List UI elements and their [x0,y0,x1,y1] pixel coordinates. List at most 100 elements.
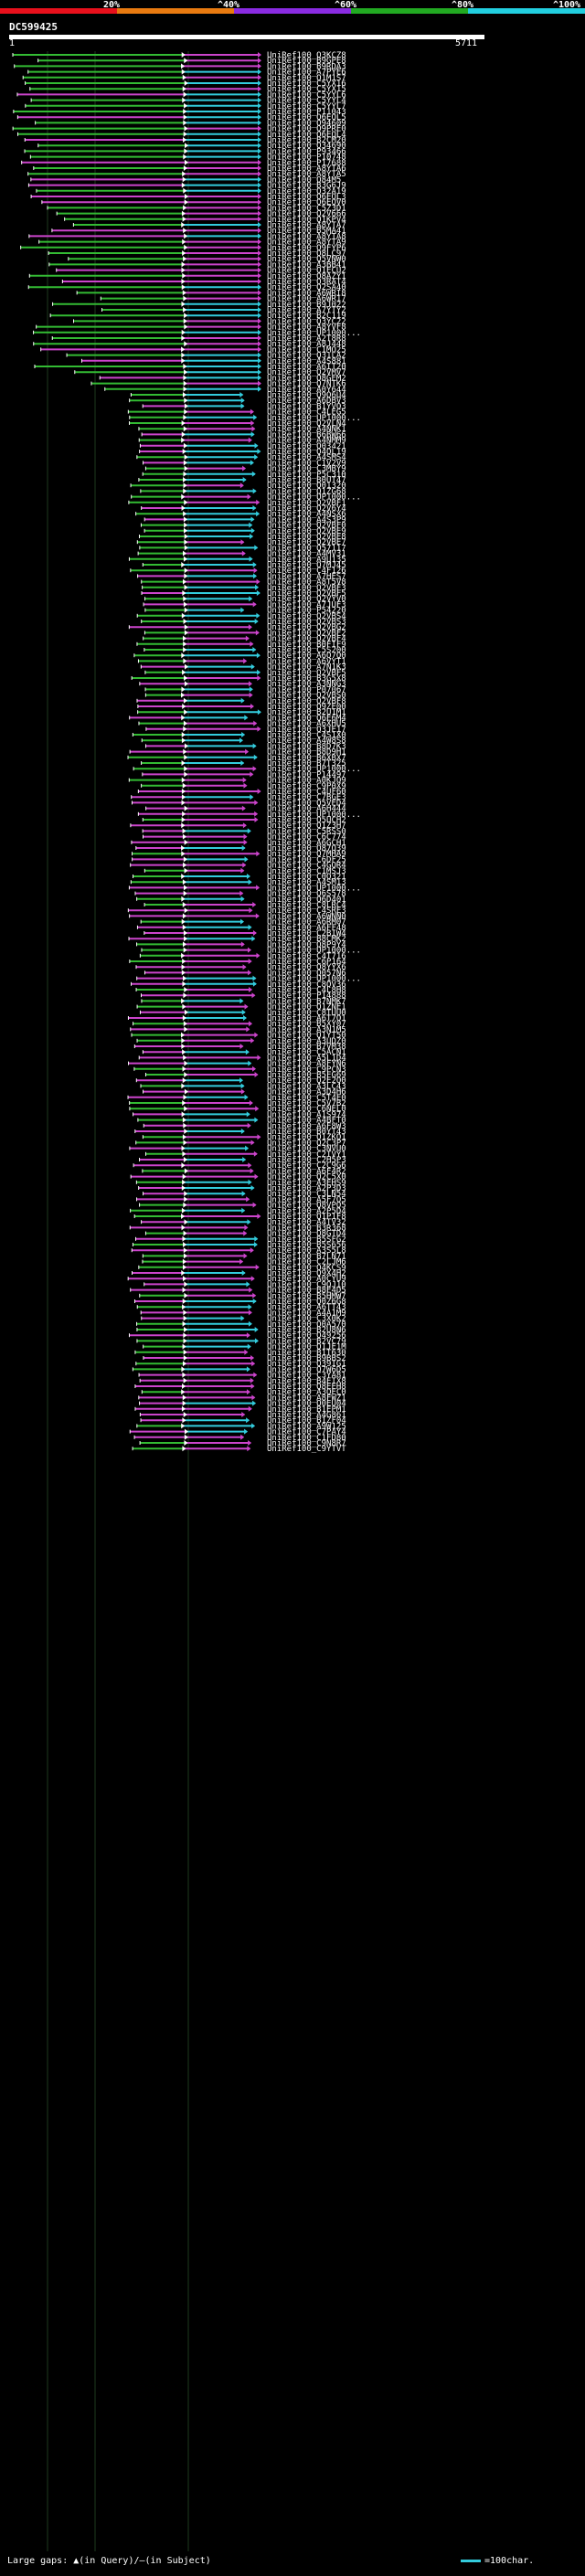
hit-row: UniRef100_B0UT47 [138,476,346,485]
gap-marker-icon [184,1060,188,1066]
hit-label: UniRef100_Q1YT50 [267,1032,346,1041]
hit-label: UniRef100_A3UDZ0 [267,1037,346,1046]
hit-label: UniRef100_Q6EQL4 [267,131,346,140]
hit-row: UniRef100_B0YT43 [134,1128,346,1137]
gap-marker-icon [182,1400,186,1406]
hit-row: UniRef100_A3QEC0 [141,1388,346,1397]
hit-row: UniRef100_Q0Z6G8 [133,1298,346,1307]
gap-marker-icon [183,619,187,624]
legend-scale: =100char. [461,2556,534,2566]
gap-marker-icon [184,527,188,534]
gap-marker-icon [182,1100,186,1106]
hit-label: UniRef100_Q2VBE9 [267,527,346,536]
hit-end-arrow-icon [239,890,244,896]
gap-marker-icon [183,1253,187,1259]
hit-end-arrow-icon [258,69,261,75]
hit-end-arrow-icon [249,692,253,698]
gap-marker-icon [183,516,187,523]
hit-row: UniRef100_Q2C5X0 [130,1173,346,1182]
hit-label: UniRef100_UP1000... [267,975,361,984]
hit-label: UniRef100_Q3YC22 [267,317,346,326]
gap-marker-icon [184,1434,188,1440]
hit-label: UniRef100_A3NNG3 [267,680,346,689]
hit-end-arrow-icon [251,471,256,477]
gap-marker-icon [183,658,187,664]
hit-end-arrow-icon [255,913,260,919]
hit-label: UniRef100_Q2VBF4 [267,635,346,644]
hit-end-arrow-icon [258,154,261,160]
hit-label: UniRef100_A3BB41 [267,260,346,270]
hit-label: UniRef100_Q7MJ45 [267,561,346,570]
hit-end-arrow-icon [258,131,261,137]
hit-label: UniRef100_UP1000... [267,329,361,338]
gap-marker-icon [182,1117,186,1123]
gap-marker-icon [182,1343,186,1350]
hit-row: UniRef100_A8YTA5 [27,170,346,179]
hit-end-arrow-icon [239,998,244,1004]
hit-end-arrow-icon [240,403,245,409]
hit-end-arrow-icon [258,256,261,262]
hit-end-arrow-icon [252,981,257,987]
hit-row: UniRef100_C7BGE3 [131,793,346,802]
hit-row: UniRef100_A8T5V8 [141,578,346,588]
gap-marker-icon [183,1355,187,1361]
hit-row: UniRef100_Q2V6Y4 [141,504,346,514]
hit-label: UniRef100_Q2V6Y4 [267,504,346,514]
gap-marker-icon [183,137,187,143]
gap-marker-icon [181,737,186,744]
hit-end-arrow-icon [239,1044,244,1049]
hit-end-arrow-icon [257,1055,261,1061]
hit-end-arrow-icon [258,346,261,353]
hit-row: UniRef100_Q2C3P7 [135,1139,346,1148]
hit-label: UniRef100_Q6EQL3 [267,193,346,202]
gap-marker-icon [184,125,188,132]
hit-end-arrow-icon [245,1049,250,1055]
hit-label: UniRef100_A7N1K3 [267,663,346,673]
gap-marker-icon [183,256,187,262]
gap-marker-icon [181,874,186,879]
hit-end-arrow-icon [248,924,252,930]
hit-end-arrow-icon [258,74,261,80]
gap-marker-icon [182,1258,186,1265]
hit-label: UniRef100_A6H444 [267,805,346,814]
hit-row: UniRef100_Q31LA2 [66,352,346,361]
hit-row: UniRef100_A6WR17 [100,295,346,304]
hit-label: UniRef100_Q2VBF1 [267,499,346,508]
hit-end-arrow-icon [250,1168,254,1174]
hit-end-arrow-icon [250,460,254,466]
gap-marker-icon [181,692,186,698]
gap-marker-icon [181,352,186,358]
gap-marker-icon [183,556,187,562]
hit-row: UniRef100_B5S656 [132,1241,346,1250]
hit-row: UniRef100_A3UDZ0 [136,1037,346,1046]
gap-marker-icon [184,194,188,199]
hit-row: UniRef100_A4SM13 [130,878,346,887]
hit-end-arrow-icon [258,176,261,183]
hit-label: UniRef100_Q0EU04 [267,1400,346,1409]
hit-row: UniRef100_Q0A570 [136,1320,346,1330]
hit-label: UniRef100_P11043 [267,108,346,117]
gap-marker-icon [182,86,186,92]
hit-end-arrow-icon [252,647,257,652]
hit-end-arrow-icon [256,590,261,596]
hit-end-arrow-icon [248,1304,252,1310]
gap-marker-icon [181,1224,186,1231]
hit-row: UniRef100_A3EHS9 [135,1179,346,1188]
gap-marker-icon [181,210,186,217]
hit-end-arrow-icon [240,1315,245,1321]
hit-end-arrow-icon [258,364,261,369]
hit-row: UniRef100_A2P5D4 [130,1207,346,1216]
gap-marker-icon [183,364,187,369]
gap-marker-icon [183,601,187,608]
hit-row: UniRef100_Q1JE1M [143,1343,346,1352]
hit-end-arrow-icon [251,1423,256,1429]
hit-row: UniRef100_B2U1M1 [137,708,346,717]
hit-label: UniRef100_Q39IG1 [267,1360,346,1369]
query-start: 1 [9,38,16,48]
hit-row: UniRef100_C5YYL6 [16,90,346,100]
hit-end-arrow-icon [258,295,261,302]
gap-marker-icon [183,307,187,313]
hit-label: UniRef100_Q8AZY1 [267,272,346,281]
hit-end-arrow-icon [241,845,246,851]
hit-end-arrow-icon [245,748,250,755]
